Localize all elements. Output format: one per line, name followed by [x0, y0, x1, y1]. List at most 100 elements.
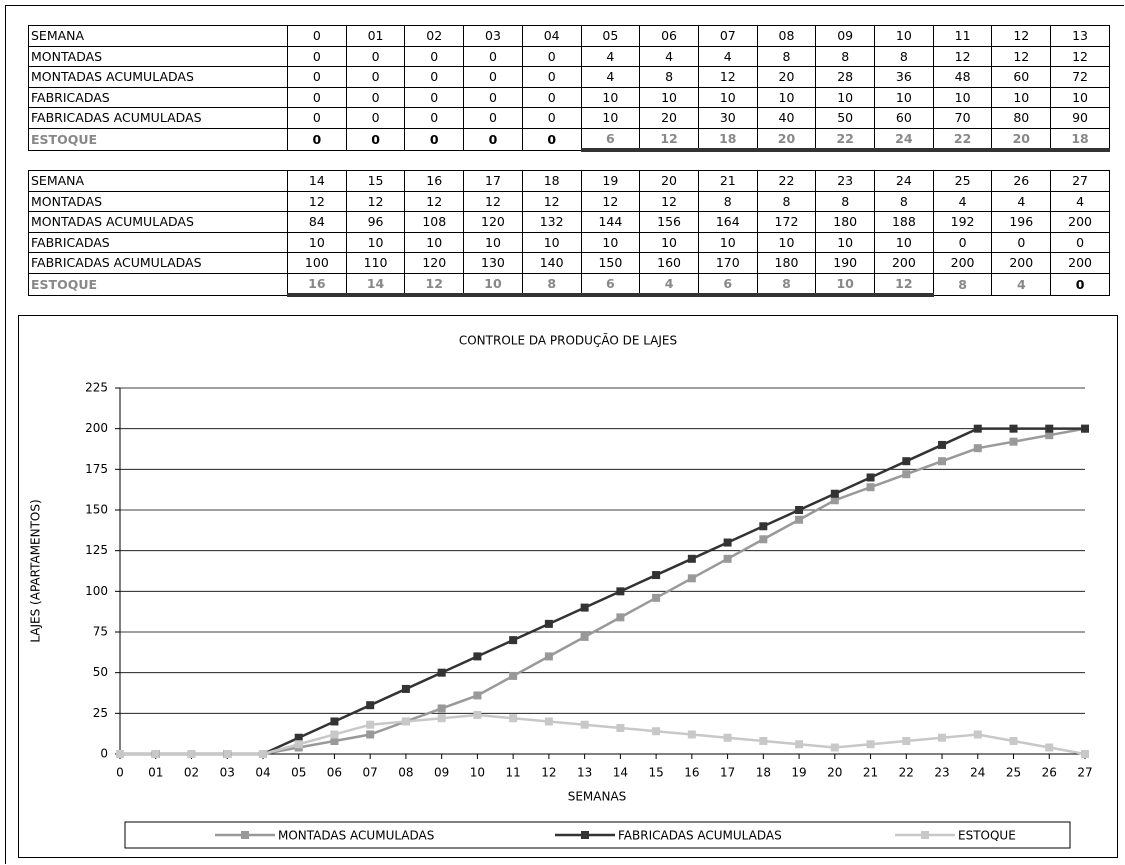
cell: 18: [1050, 127, 1110, 152]
y-axis-label: LAJES (APARTAMENTOS): [29, 499, 43, 642]
x-tick-label: 01: [148, 766, 163, 780]
cell: 10: [815, 231, 876, 253]
point-marker: [330, 736, 339, 745]
x-tick-label: 20: [827, 766, 842, 780]
point-marker: [616, 613, 625, 622]
point-marker: [544, 717, 553, 726]
x-tick-label: 24: [970, 766, 985, 780]
point-marker: [830, 496, 839, 505]
point-marker: [437, 704, 446, 713]
table-row: MONTADAS ACUMULADAS 0 0 0 0 0 4 8 12 20 28 36 48 60 72: [28, 66, 1110, 88]
point-marker: [580, 720, 589, 729]
cell: 12: [1050, 45, 1110, 67]
x-tick-label: 13: [577, 766, 592, 780]
table-row: FABRICADAS 10 10 10 10 10 10 10 10 10 10 10 0 0 0: [28, 231, 1110, 253]
point-marker: [795, 515, 804, 524]
cell: 8: [756, 272, 817, 297]
cell: 24: [874, 127, 934, 152]
cell: 10: [874, 25, 934, 47]
cell: 40: [756, 107, 817, 129]
cell: 19: [580, 170, 641, 192]
series-line: [120, 427, 1086, 756]
cell: 21: [697, 170, 758, 192]
point-marker: [366, 701, 375, 710]
table-row: ESTOQUE 16 14 12 10 8 6 4 6 8 10 12 8 4 0: [28, 272, 1110, 297]
point-marker: [973, 730, 982, 739]
x-tick-label: 15: [648, 766, 663, 780]
cell: 36: [874, 66, 934, 88]
cell: 12: [639, 190, 699, 212]
legend-box: [124, 821, 1071, 849]
y-tick-label: 225: [85, 381, 108, 395]
x-tick-label: 22: [899, 766, 914, 780]
row-label: MONTADAS ACUMULADAS: [28, 66, 288, 88]
cell: 70: [932, 107, 993, 129]
point-marker: [1009, 437, 1018, 446]
point-marker: [652, 593, 661, 602]
x-tick-label: 27: [1077, 766, 1092, 780]
cell: 12: [639, 127, 699, 152]
table-row: ESTOQUE 0 0 0 0 0 6 12 18 20 22 24 22 20 18: [28, 127, 1110, 152]
point-marker: [866, 473, 875, 482]
legend-swatch-marker: [581, 831, 589, 839]
x-tick-label: 11: [506, 766, 521, 780]
cell: 96: [345, 211, 406, 233]
cell: 20: [639, 170, 699, 192]
point-marker: [759, 535, 768, 544]
y-tick-label: 25: [93, 706, 108, 720]
cell: 10: [463, 272, 523, 297]
point-marker: [938, 457, 947, 466]
point-marker: [1045, 424, 1054, 433]
cell: 10: [287, 231, 347, 253]
x-tick-label: 0: [116, 766, 124, 780]
y-tick-label: 175: [85, 462, 108, 476]
cell: 22: [932, 127, 993, 152]
x-tick-label: 03: [220, 766, 235, 780]
point-marker: [437, 668, 446, 677]
point-marker: [1009, 424, 1018, 433]
point-marker: [258, 750, 267, 758]
y-tick-label: 100: [85, 584, 108, 598]
frame: [5, 5, 1124, 864]
x-axis-label: SEMANAS: [568, 790, 627, 804]
row-label: ESTOQUE: [28, 272, 288, 296]
x-tick-label: 02: [184, 766, 199, 780]
x-tick-label: 04: [255, 766, 270, 780]
x-tick-label: 16: [684, 766, 699, 780]
cell: 12: [404, 272, 465, 297]
point-marker: [1081, 750, 1089, 758]
point-marker: [938, 733, 947, 742]
point-marker: [366, 730, 375, 739]
cell: 16: [287, 272, 347, 297]
point-marker: [902, 470, 911, 479]
chart-box: [18, 315, 1118, 858]
x-tick-label: 08: [398, 766, 413, 780]
point-marker: [437, 714, 446, 723]
table-row: MONTADAS ACUMULADAS 84 96 108 120 132 144 156 16…: [28, 211, 1110, 233]
point-marker: [687, 730, 696, 739]
series-line: [120, 713, 1086, 756]
point-marker: [294, 733, 303, 742]
point-marker: [366, 720, 375, 729]
point-marker: [473, 691, 482, 700]
point-marker: [509, 671, 518, 680]
cell: 12: [521, 190, 582, 212]
point-marker: [652, 727, 661, 736]
y-tick-label: 200: [85, 421, 108, 435]
cell: 120: [463, 211, 523, 233]
cell: 24: [874, 170, 934, 192]
cell: 8: [932, 272, 993, 296]
legend-label: FABRICADAS ACUMULADAS: [618, 829, 782, 843]
cell: 26: [991, 170, 1052, 192]
point-marker: [866, 740, 875, 749]
point-marker: [509, 714, 518, 723]
point-marker: [902, 457, 911, 466]
cell: 12: [874, 272, 934, 297]
y-tick-label: 75: [93, 625, 108, 639]
cell: 200: [874, 252, 934, 274]
cell: 80: [991, 107, 1052, 129]
cell: 0: [1050, 272, 1110, 296]
legend-label: MONTADAS ACUMULADAS: [278, 829, 434, 843]
x-tick-label: 23: [934, 766, 949, 780]
